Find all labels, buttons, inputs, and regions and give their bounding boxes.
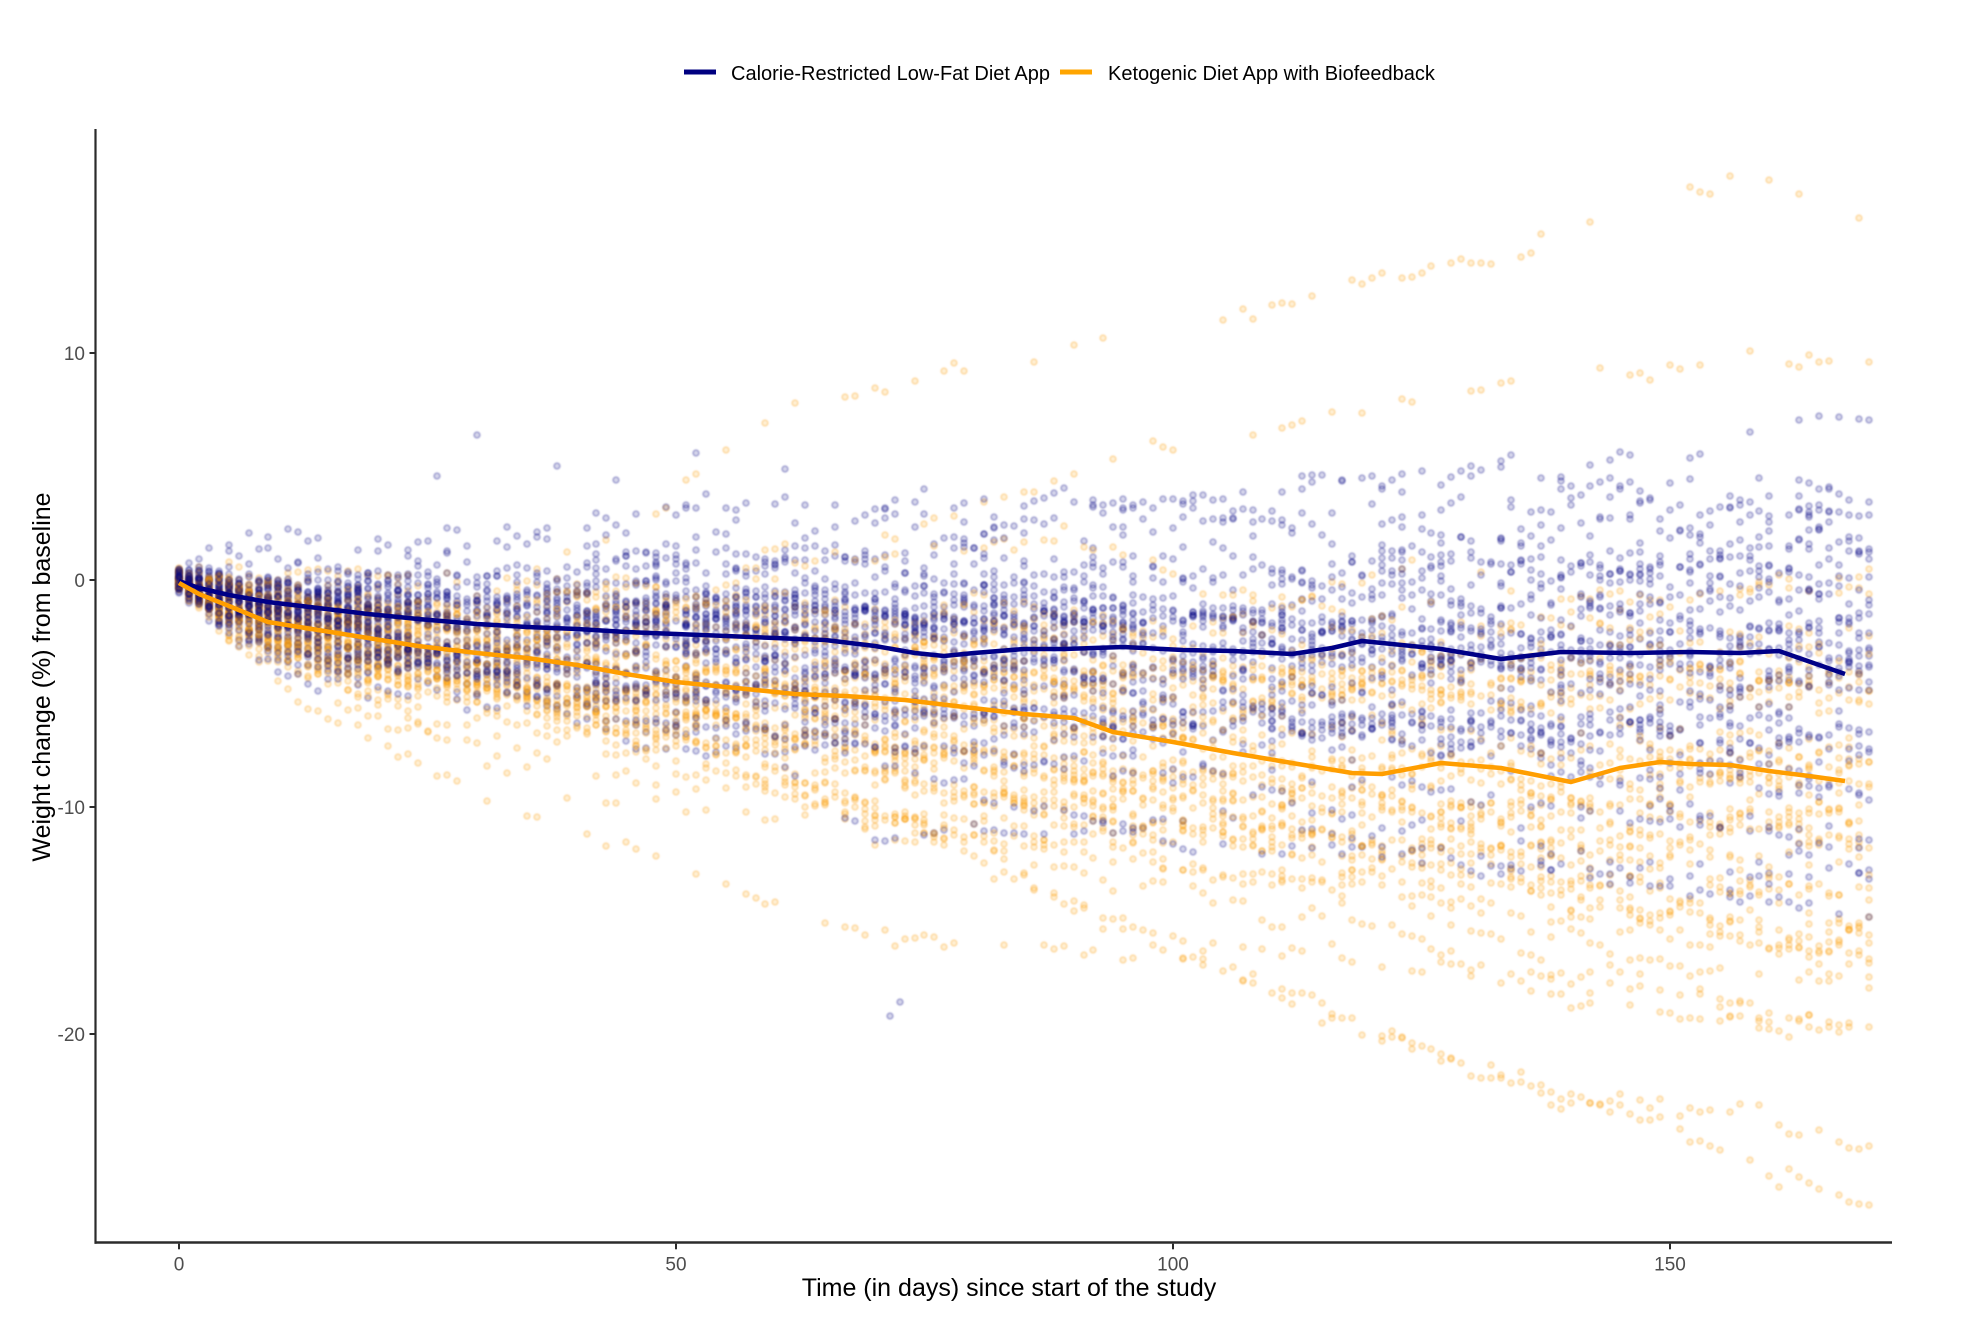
- svg-text:Calorie-Restricted Low-Fat Die: Calorie-Restricted Low-Fat Diet App: [731, 63, 1050, 85]
- svg-text:Ketogenic Diet App with Biofee: Ketogenic Diet App with Biofeedback: [1108, 63, 1436, 85]
